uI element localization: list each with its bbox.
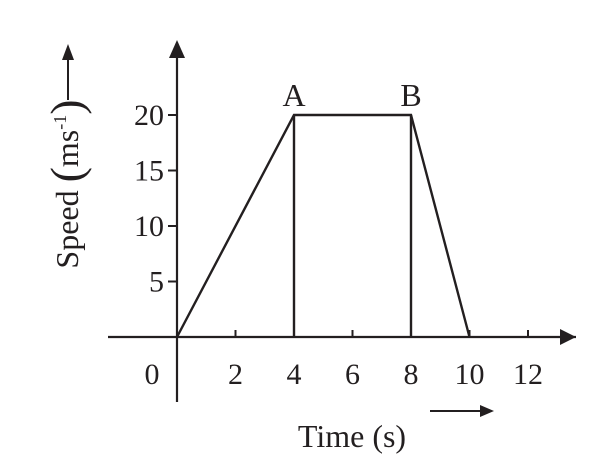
y-axis-title: Speed (ms-1) [41, 99, 92, 268]
y-axis-arrow [169, 40, 185, 58]
x-axis-title: Time (s) [298, 418, 406, 454]
x-tick-label: 8 [404, 358, 419, 391]
drop-lines-layer [292, 115, 413, 337]
origin-label: 0 [145, 358, 160, 391]
x-tick-label: 10 [455, 358, 485, 391]
y-tick-label: 5 [149, 266, 164, 299]
point-label-b: B [400, 77, 421, 113]
y-title-unit: ms [49, 130, 85, 167]
series-layer [175, 113, 471, 338]
y-title-exponent: -1 [50, 115, 70, 130]
y-tick-label: 20 [134, 99, 164, 132]
x-tick-label: 12 [513, 358, 543, 391]
y-tick-label: 15 [134, 155, 164, 188]
y-title-close-paren: ) [41, 99, 92, 114]
x-tick-label: 4 [287, 358, 302, 391]
x-axis-arrow [560, 329, 576, 345]
y-tick-label: 10 [134, 210, 164, 243]
ticks-layer: 2 4 6 8 10 12 5 10 15 20 [134, 99, 543, 391]
y-title-open-paren: ( [41, 167, 92, 182]
x-tick-label: 6 [345, 358, 360, 391]
svg-text:Speed (ms-1): Speed (ms-1) [41, 99, 92, 268]
point-label-a: A [282, 77, 305, 113]
x-tick-label: 2 [228, 358, 243, 391]
x-title-arrowhead-icon [480, 405, 494, 417]
y-title-text: Speed [49, 190, 85, 268]
speed-series-line [175, 113, 471, 338]
y-title-arrowhead-icon [62, 44, 74, 60]
